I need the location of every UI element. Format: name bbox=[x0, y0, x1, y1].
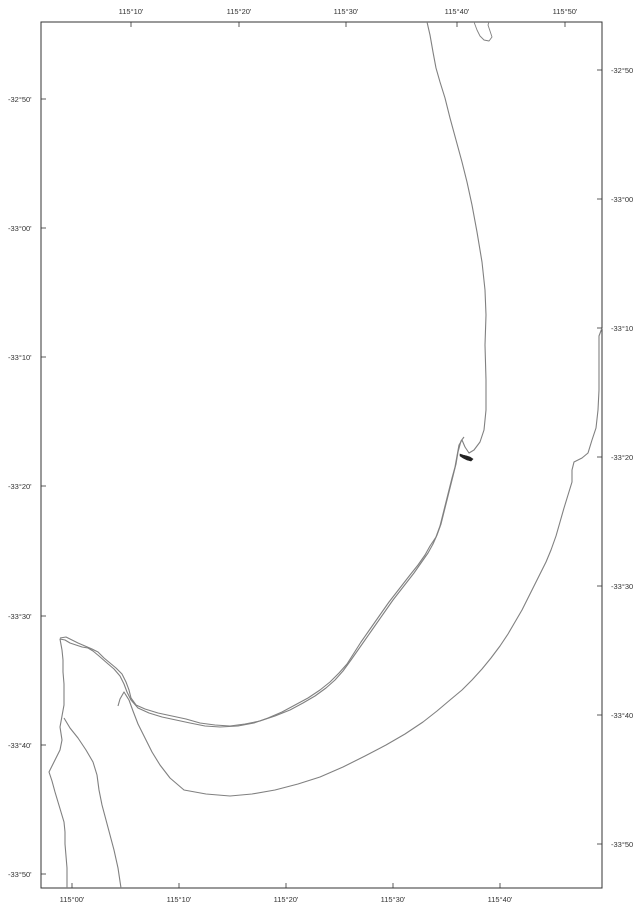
map-frame bbox=[40, 21, 603, 889]
frame-ticks bbox=[41, 22, 602, 888]
estuary bbox=[473, 21, 493, 42]
left-latitude-label: -33°00' bbox=[8, 224, 32, 233]
right-latitude-label: -33°00 bbox=[611, 195, 633, 204]
bottom-longitude-label: 115°20' bbox=[274, 895, 299, 904]
left-latitude-label: -33°20' bbox=[8, 482, 32, 491]
left-latitude-label: -33°50' bbox=[8, 870, 32, 879]
left-latitude-label: -33°10' bbox=[8, 353, 32, 362]
top-longitude-label: 115°30' bbox=[334, 7, 359, 16]
right-latitude-label: -33°10 bbox=[611, 324, 633, 333]
bottom-longitude-label: 115°30' bbox=[381, 895, 406, 904]
inland-boundary bbox=[63, 717, 122, 889]
bottom-longitude-label: 115°40' bbox=[488, 895, 513, 904]
right-latitude-label: -33°40 bbox=[611, 711, 633, 720]
right-latitude-label: -32°50 bbox=[611, 66, 633, 75]
island bbox=[459, 453, 474, 462]
right-latitude-label: -33°30 bbox=[611, 582, 633, 591]
right-latitude-label: -33°50 bbox=[611, 840, 633, 849]
top-longitude-label: 115°10' bbox=[119, 7, 144, 16]
left-latitude-label: -33°30' bbox=[8, 612, 32, 621]
left-latitude-label: -33°40' bbox=[8, 741, 32, 750]
coastline-inner bbox=[59, 436, 465, 727]
top-longitude-label: 115°40' bbox=[445, 7, 470, 16]
top-longitude-label: 115°20' bbox=[227, 7, 252, 16]
right-latitude-label: -33°20 bbox=[611, 453, 633, 462]
top-longitude-label: 115°50' bbox=[553, 7, 578, 16]
coastline bbox=[48, 21, 487, 888]
left-latitude-label: -32°50' bbox=[8, 95, 32, 104]
bottom-longitude-label: 115°10' bbox=[167, 895, 192, 904]
offshore-contour bbox=[117, 327, 603, 797]
bottom-longitude-label: 115°00' bbox=[60, 895, 85, 904]
